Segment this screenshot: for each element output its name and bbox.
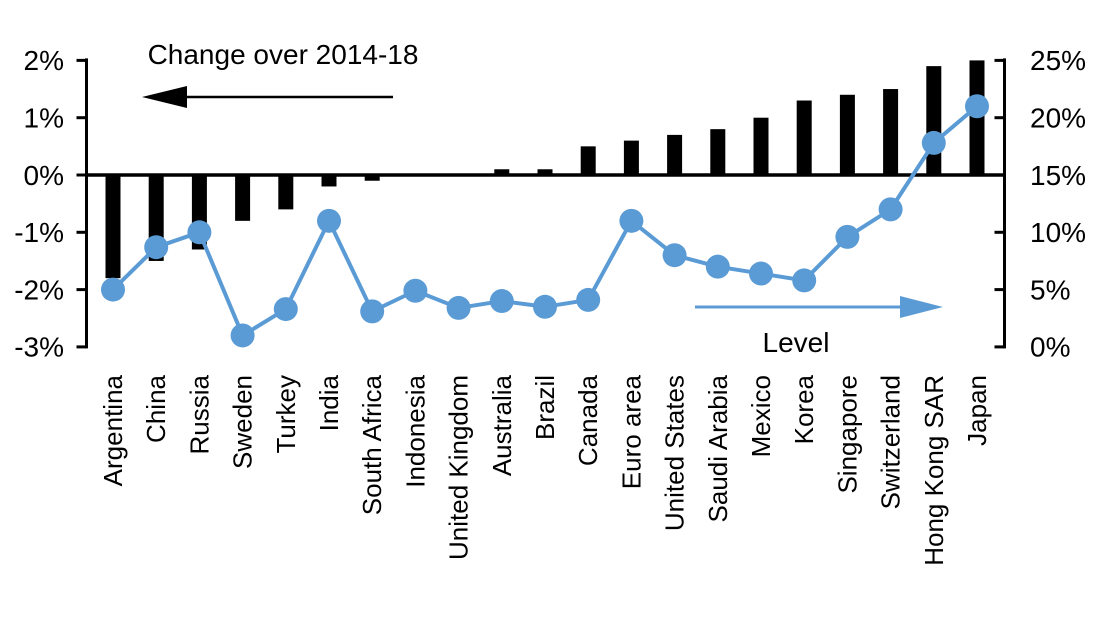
level-point xyxy=(360,299,385,324)
category-label: Russia xyxy=(184,374,214,454)
level-point xyxy=(230,323,255,348)
right-axis-tick-label: 10% xyxy=(1030,217,1086,248)
category-label: Japan xyxy=(962,375,992,446)
level-point xyxy=(446,295,471,320)
change-bar xyxy=(667,134,683,175)
left-axis-tick-label: -1% xyxy=(14,217,64,248)
category-label: United States xyxy=(660,375,690,531)
left-axis-tick-label: 1% xyxy=(24,103,64,134)
level-point xyxy=(576,287,601,312)
category-label: Turkey xyxy=(271,375,301,454)
level-point xyxy=(921,130,946,155)
category-label: Argentina xyxy=(98,374,128,486)
change-bar xyxy=(321,175,337,187)
left-arrow-icon xyxy=(142,86,393,108)
level-point xyxy=(705,254,730,279)
category-label: India xyxy=(314,374,344,431)
right-axis-tick-label: 20% xyxy=(1030,103,1086,134)
bar-series-title: Change over 2014-18 xyxy=(148,39,419,70)
change-bar xyxy=(364,175,380,181)
level-point xyxy=(144,235,169,260)
change-bar xyxy=(494,169,510,175)
change-bar xyxy=(105,175,121,279)
category-label: Sweden xyxy=(228,375,258,469)
level-point xyxy=(835,224,860,249)
category-label: Canada xyxy=(573,374,603,466)
category-label: Indonesia xyxy=(400,374,430,487)
level-point xyxy=(619,208,644,233)
category-label: United Kingdom xyxy=(444,375,474,560)
right-axis-tick-label: 0% xyxy=(1030,332,1070,363)
change-bar xyxy=(926,66,942,175)
level-point xyxy=(965,94,989,119)
level-point xyxy=(273,297,298,322)
change-bar xyxy=(623,140,639,175)
category-label: Switzerland xyxy=(876,375,906,509)
level-point xyxy=(662,243,687,268)
level-point xyxy=(749,261,773,286)
category-label: China xyxy=(141,374,171,442)
category-label: Australia xyxy=(487,374,517,476)
left-axis-tick-label: 0% xyxy=(24,160,64,191)
category-label: Singapore xyxy=(832,375,862,494)
level-point xyxy=(317,208,341,233)
category-label: Brazil xyxy=(530,375,560,440)
level-point xyxy=(101,277,125,302)
line-series-label: Level xyxy=(763,327,830,358)
level-point xyxy=(878,197,903,222)
change-bar xyxy=(580,146,596,175)
category-label: South Africa xyxy=(357,374,387,515)
right-arrow-icon xyxy=(695,296,943,318)
change-bar xyxy=(753,117,769,175)
level-point xyxy=(533,294,557,319)
change-bar xyxy=(796,100,812,175)
level-point xyxy=(403,278,428,303)
change-bar xyxy=(278,175,294,210)
right-axis-tick-label: 5% xyxy=(1030,274,1070,305)
level-point xyxy=(792,268,817,293)
change-bar xyxy=(710,129,726,175)
change-bar xyxy=(537,169,553,175)
change-bar xyxy=(839,94,855,175)
left-axis-tick-label: -3% xyxy=(14,332,64,363)
change-bar xyxy=(235,175,251,221)
category-label: Euro area xyxy=(616,374,646,489)
category-label: Mexico xyxy=(746,375,776,457)
left-axis-tick-label: -2% xyxy=(14,274,64,305)
category-label: Korea xyxy=(789,374,819,444)
category-label: Saudi Arabia xyxy=(703,374,733,522)
right-axis-tick-label: 15% xyxy=(1030,160,1086,191)
right-axis-tick-label: 25% xyxy=(1030,45,1086,76)
left-axis-tick-label: 2% xyxy=(24,45,64,76)
level-point xyxy=(489,289,514,314)
level-point xyxy=(187,220,212,245)
change-bar xyxy=(883,89,899,175)
category-label: Hong Kong SAR xyxy=(919,375,949,566)
